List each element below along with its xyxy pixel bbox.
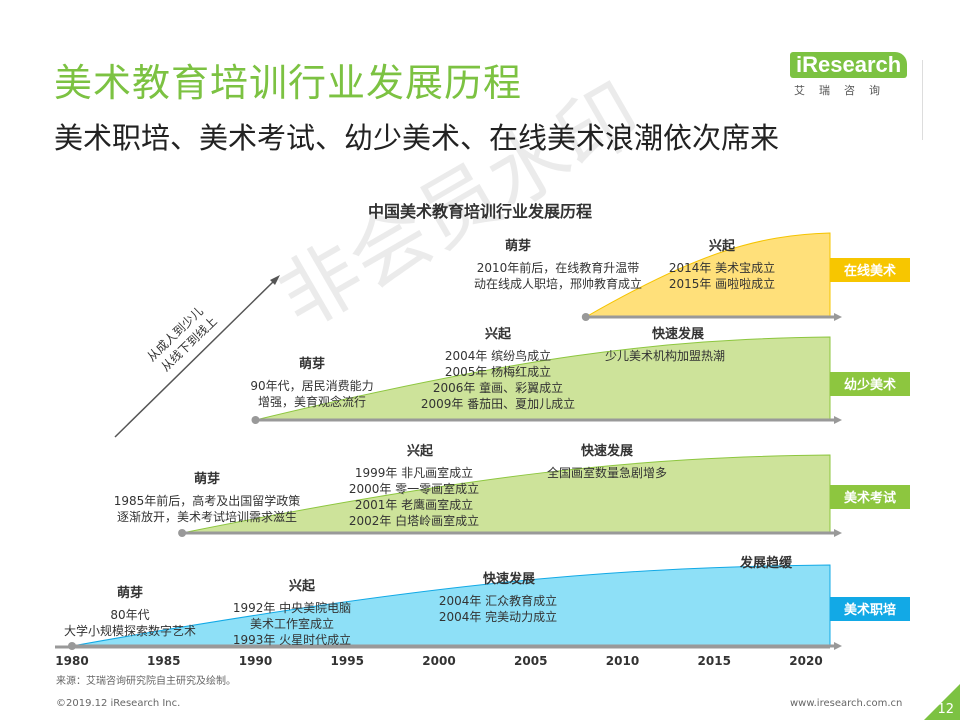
iresearch-logo: iResearch 艾瑞咨询 <box>790 52 920 98</box>
phase-text: 2000年 零一零画室成立 <box>349 481 479 496</box>
divider <box>922 60 923 140</box>
copyright: ©2019.12 iResearch Inc. <box>56 698 181 709</box>
arrow-head-icon <box>834 313 842 321</box>
phase-text: 少儿美术机构加盟热潮 <box>605 348 725 363</box>
track-label: 幼少美术 <box>844 377 896 393</box>
track-label: 在线美术 <box>844 263 896 279</box>
phase-text: 2006年 童画、彩翼成立 <box>433 380 563 395</box>
page-title: 美术教育培训行业发展历程 <box>54 61 523 105</box>
track-area <box>255 336 831 421</box>
phase-title: 萌芽 <box>299 356 325 372</box>
phase-title: 萌芽 <box>117 585 143 601</box>
track-label: 美术考试 <box>844 490 896 506</box>
x-tick-label: 2010 <box>606 654 639 668</box>
chart-title: 中国美术教育培训行业发展历程 <box>367 202 592 221</box>
phase-title: 兴起 <box>407 443 434 459</box>
phase-text: 1999年 非凡画室成立 <box>355 465 473 480</box>
phase-text: 1985年前后，高考及出国留学政策 <box>114 493 301 508</box>
phase-text: 2002年 白塔岭画室成立 <box>349 513 479 528</box>
track-label-box <box>830 372 910 396</box>
start-dot <box>178 529 187 537</box>
phase-text: 逐渐放开，美术考试培训需求滋生 <box>117 509 297 524</box>
track-area <box>182 454 831 534</box>
x-tick-label: 1990 <box>239 654 272 668</box>
website-link[interactable]: www.iresearch.com.cn <box>790 698 903 709</box>
phase-text: 2005年 杨梅红成立 <box>445 364 551 379</box>
phase-text: 美术工作室成立 <box>250 616 334 631</box>
phase-text: 90年代，居民消费能力 <box>250 379 373 393</box>
phase-text: 2009年 番茄田、夏加儿成立 <box>421 396 575 411</box>
source-note: 来源：艾瑞咨询研究院自主研究及绘制。 <box>56 676 236 687</box>
x-tick-label: 2015 <box>698 654 731 668</box>
track-label-box <box>830 485 910 509</box>
arrow-head-icon <box>834 416 842 424</box>
watermark: 非会员水印 <box>263 66 656 347</box>
phase-title: 兴起 <box>485 326 512 342</box>
phase-text: 动在线成人职培，邢帅教育成立 <box>474 276 642 291</box>
phase-text: 全国画室数量急剧增多 <box>547 465 667 480</box>
phase-title: 兴起 <box>709 238 736 254</box>
phase-text: 1992年 中央美院电脑 <box>233 600 351 615</box>
logo-cn: 艾瑞咨询 <box>794 84 894 97</box>
x-tick-label: 2020 <box>789 654 822 668</box>
x-tick-label: 1980 <box>55 654 88 668</box>
x-tick-label: 1995 <box>331 654 364 668</box>
phase-text: 2001年 老鹰画室成立 <box>355 497 473 512</box>
phase-title: 快速发展 <box>652 326 705 342</box>
phase-text: 大学小规模探索数字艺术 <box>64 623 196 638</box>
start-dot <box>581 313 590 321</box>
x-tick-label: 1985 <box>147 654 180 668</box>
phase-text: 2004年 完美动力成立 <box>439 609 557 624</box>
phase-text: 2010年前后，在线教育升温带 <box>477 260 640 275</box>
track-label-box <box>830 258 910 282</box>
track-area <box>71 564 831 647</box>
phase-title: 快速发展 <box>483 571 536 587</box>
phase-text: 2004年 缤纷鸟成立 <box>445 348 551 363</box>
start-dot <box>251 416 260 424</box>
phase-title: 萌芽 <box>505 238 531 254</box>
phase-text: 2015年 画啦啦成立 <box>669 276 775 291</box>
phase-text: 2004年 汇众教育成立 <box>439 593 557 608</box>
track-label: 美术职培 <box>844 602 896 618</box>
phase-title: 快速发展 <box>581 443 634 459</box>
track-label-box <box>830 597 910 621</box>
direction-arrow: 从成人到少儿 从线下到线上 <box>114 275 280 438</box>
logo-brand: iResearch <box>790 52 908 78</box>
arrow-head-icon <box>834 642 842 650</box>
phase-text: 80年代 <box>110 608 149 622</box>
page-number: 12 <box>937 702 954 717</box>
phase-title: 萌芽 <box>194 471 220 487</box>
phase-text: 增强，美育观念流行 <box>258 394 366 409</box>
phase-title: 发展趋缓 <box>739 555 793 571</box>
track-area <box>583 232 831 318</box>
phase-title: 兴起 <box>289 578 316 594</box>
phase-text: 2014年 美术宝成立 <box>669 260 775 275</box>
phase-text: 1993年 火星时代成立 <box>233 632 351 647</box>
x-tick-label: 2005 <box>514 654 547 668</box>
arrow-head-icon <box>834 529 842 537</box>
page-subtitle: 美术职培、美术考试、幼少美术、在线美术浪潮依次席来 <box>54 121 780 155</box>
x-tick-label: 2000 <box>422 654 455 668</box>
